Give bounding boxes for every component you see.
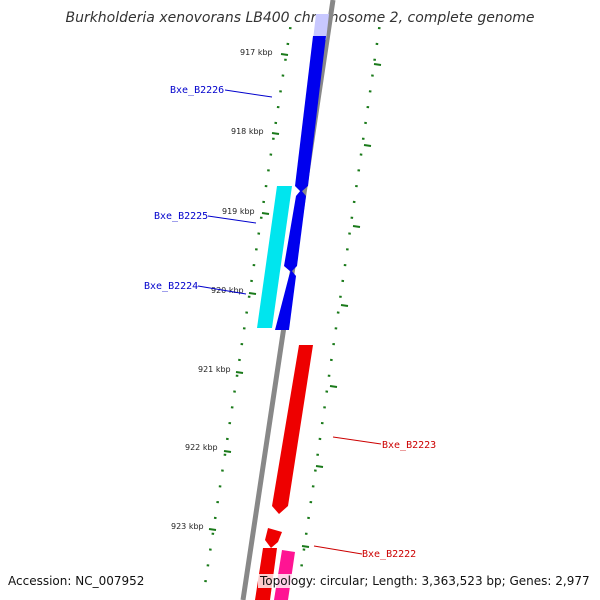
topology-summary: Topology: circular; Length: 3,363,523 bp…	[258, 574, 592, 588]
gene-bxe-b2224-b[interactable]	[275, 270, 296, 330]
tick-label-921: 921 kbp	[198, 365, 231, 374]
gene-bxe-b2225[interactable]	[257, 186, 292, 328]
gene-bxe-b2224-a[interactable]	[284, 190, 306, 272]
tick-label-919: 919 kbp	[222, 207, 255, 216]
gene-label-bxe-b2223[interactable]: Bxe_B2223	[382, 440, 436, 451]
major-ticks	[208, 53, 382, 548]
tick-label-922: 922 kbp	[185, 443, 218, 452]
gene-label-bxe-b2226[interactable]: Bxe_B2226	[170, 85, 224, 96]
gene-bxe-b2226[interactable]	[295, 36, 326, 192]
tick-dots-layer	[204, 27, 381, 583]
gene-label-bxe-b2224[interactable]: Bxe_B2224	[144, 281, 198, 292]
genes-layer[interactable]	[255, 14, 329, 600]
tick-label-917: 917 kbp	[240, 48, 273, 57]
gene-bxe-b2222-a[interactable]	[265, 528, 282, 548]
map-title: Burkholderia xenovorans LB400 chromosome…	[65, 10, 535, 26]
tick-label-923: 923 kbp	[171, 522, 204, 531]
leader-bxe-b2222	[313, 545, 363, 555]
gene-bxe-b2226-fade[interactable]	[313, 14, 329, 40]
leader-bxe-b2226	[224, 89, 273, 98]
gene-label-bxe-b2222[interactable]: Bxe_B2222	[362, 549, 416, 560]
gene-label-bxe-b2225[interactable]: Bxe_B2225	[154, 211, 208, 222]
tick-label-918: 918 kbp	[231, 127, 264, 136]
leader-bxe-b2225	[207, 215, 257, 224]
gene-bxe-b2223[interactable]	[272, 345, 313, 514]
leader-bxe-b2223	[332, 436, 382, 445]
accession-text: Accession: NC_007952	[8, 574, 145, 588]
leader-bxe-b2224	[197, 285, 247, 295]
